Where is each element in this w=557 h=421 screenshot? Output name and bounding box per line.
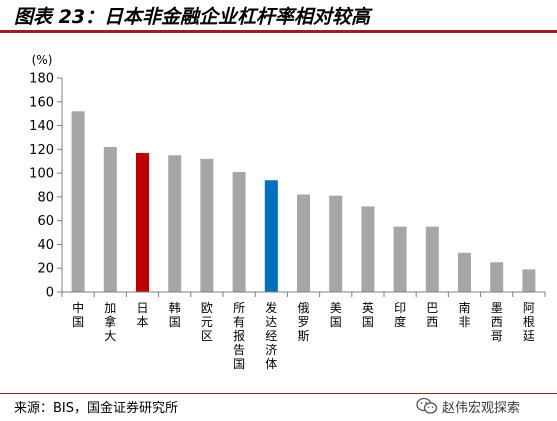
bar <box>264 180 278 292</box>
bar <box>297 194 310 292</box>
bar <box>71 111 85 293</box>
y-tick-label: 80 <box>37 190 54 205</box>
x-tick-label: 墨西哥 <box>491 301 503 343</box>
y-axis: 0 20 40 60 80 100 120 140 160 180 <box>29 72 63 301</box>
x-tick-label: 英国 <box>362 301 374 329</box>
wechat-icon <box>416 397 438 414</box>
bar <box>168 155 182 292</box>
x-tick-label: 韩国 <box>169 300 181 329</box>
footer-rule <box>0 393 557 394</box>
bar <box>490 262 504 292</box>
bar <box>458 252 471 292</box>
x-tick-label: 俄罗斯 <box>297 301 309 343</box>
y-tick-label: 180 <box>29 72 54 87</box>
y-tick-label: 120 <box>29 143 54 158</box>
x-tick-label: 巴西 <box>426 301 438 329</box>
x-tick-label: 发达经济体 <box>265 300 277 371</box>
x-tick-label: 加拿大 <box>104 301 116 343</box>
x-tick-label: 日本 <box>136 301 148 329</box>
bar <box>425 226 439 292</box>
title-bar: 图表 23：日本非金融企业杠杆率相对较高 <box>0 0 557 33</box>
y-tick-label: 100 <box>29 167 54 182</box>
bar <box>136 152 149 292</box>
bar-chart: (%) 0 20 40 60 80 100 120 140 160 180 中国 加拿大 日本韩国欧元… <box>29 53 546 371</box>
bar <box>329 195 343 292</box>
y-tick-label: 60 <box>37 214 54 229</box>
y-tick-label: 0 <box>46 286 54 301</box>
title-rule <box>0 30 557 33</box>
bar <box>361 206 375 292</box>
bar <box>522 269 536 292</box>
x-tick-label: 欧元区 <box>201 301 213 343</box>
x-tick-label: 中国 <box>72 300 84 329</box>
x-tick-label: 阿根廷 <box>523 301 535 343</box>
bars <box>71 111 536 293</box>
bar <box>200 158 214 292</box>
y-unit-label: (%) <box>32 53 53 67</box>
watermark: 赵伟宏观探索 <box>416 394 556 418</box>
page-title: 图表 23：日本非金融企业杠杆率相对较高 <box>14 6 371 28</box>
x-tick-label: 所有报告国 <box>233 301 245 371</box>
y-tick-label: 20 <box>37 262 54 277</box>
source-note: 来源：BIS，国金证券研究所 <box>14 401 179 416</box>
y-tick-label: 160 <box>29 95 54 110</box>
x-tick-label: 美国 <box>330 301 342 329</box>
bar <box>393 226 407 292</box>
x-tick-label: 印度 <box>394 301 406 329</box>
y-tick-label: 140 <box>29 119 54 134</box>
bar <box>232 171 246 292</box>
x-tick-label: 南非 <box>458 300 470 329</box>
watermark-text: 赵伟宏观探索 <box>442 400 521 416</box>
bar <box>103 146 117 292</box>
y-tick-label: 40 <box>37 238 54 253</box>
